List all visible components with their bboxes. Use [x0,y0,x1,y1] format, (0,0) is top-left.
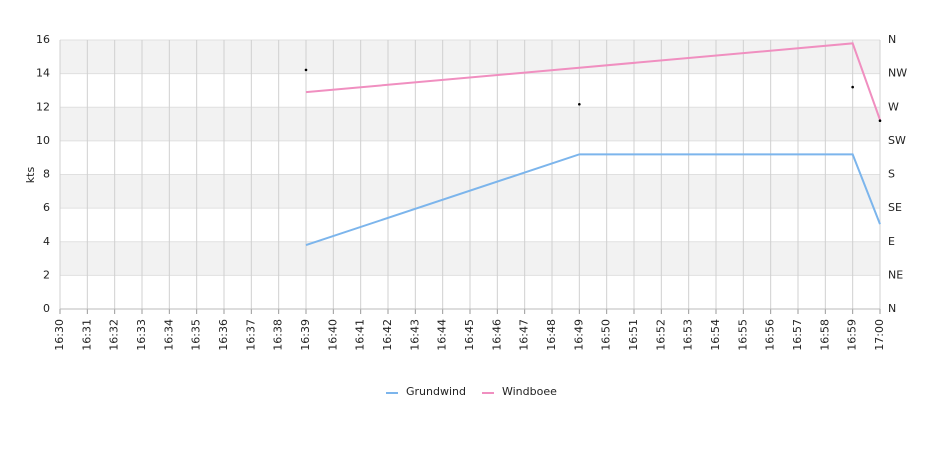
series-line [305,153,881,247]
x-tick-label: 16:57 [791,319,804,351]
y-tick-label: 6 [43,201,50,214]
x-tick-label: 16:40 [326,319,339,351]
x-tick-label: 16:59 [846,319,859,351]
x-tick-label: 16:42 [381,319,394,351]
x-tick-label: 16:43 [408,319,421,351]
y-tick-label: 0 [43,302,50,315]
x-tick-label: 16:53 [682,319,695,351]
x-tick-label: 16:50 [600,319,613,351]
x-tick-label: 17:00 [873,319,886,351]
x-tick-label: 16:45 [463,319,476,351]
y-axis-label: kts [24,167,37,184]
x-tick-label: 16:44 [436,319,449,351]
x-tick-label: 16:58 [818,319,831,351]
x-tick-label: 16:30 [53,319,66,351]
series-line [305,42,881,121]
y-tick-label: 8 [43,168,50,181]
x-tick-label: 16:48 [545,319,558,351]
y-tick-label: 4 [43,235,50,248]
y2-tick-label: W [888,100,899,113]
direction-point [851,85,854,89]
y2-tick-label: S [888,168,895,181]
x-tick-label: 16:39 [299,319,312,351]
x-tick-label: 16:54 [709,319,722,351]
x-tick-label: 16:33 [135,319,148,351]
x-tick-label: 16:52 [654,319,667,351]
y-tick-label: 2 [43,268,50,281]
y-tick-label: 14 [36,67,50,80]
y2-tick-label: N [888,33,896,46]
legend-label: Windboee [502,385,557,398]
x-tick-label: 16:55 [736,319,749,351]
x-tick-label: 16:37 [244,319,257,351]
x-tick-label: 16:32 [108,319,121,351]
y2-tick-label: SE [888,201,902,214]
y-tick-label: 16 [36,33,50,46]
x-tick-label: 16:38 [272,319,285,351]
y-tick-label: 10 [36,134,50,147]
x-tick-label: 16:56 [764,319,777,351]
x-tick-label: 16:36 [217,319,230,351]
direction-point [878,119,882,122]
y2-tick-label: NE [888,268,903,281]
x-tick-label: 16:46 [490,319,503,351]
y-tick-label: 12 [36,100,50,113]
y2-tick-label: SW [888,134,906,147]
x-tick-label: 16:31 [80,319,93,351]
legend-label: Grundwind [406,385,466,398]
y2-tick-label: E [888,235,895,248]
x-tick-label: 16:41 [354,319,367,351]
y2-tick-label: NW [888,67,907,80]
y2-tick-label: N [888,302,896,315]
x-tick-label: 16:49 [572,319,585,351]
direction-point [578,102,581,106]
x-tick-label: 16:34 [162,319,175,351]
x-tick-label: 16:51 [627,319,640,351]
x-tick-label: 16:35 [190,319,203,351]
x-tick-label: 16:47 [518,319,531,351]
direction-point [304,68,308,72]
